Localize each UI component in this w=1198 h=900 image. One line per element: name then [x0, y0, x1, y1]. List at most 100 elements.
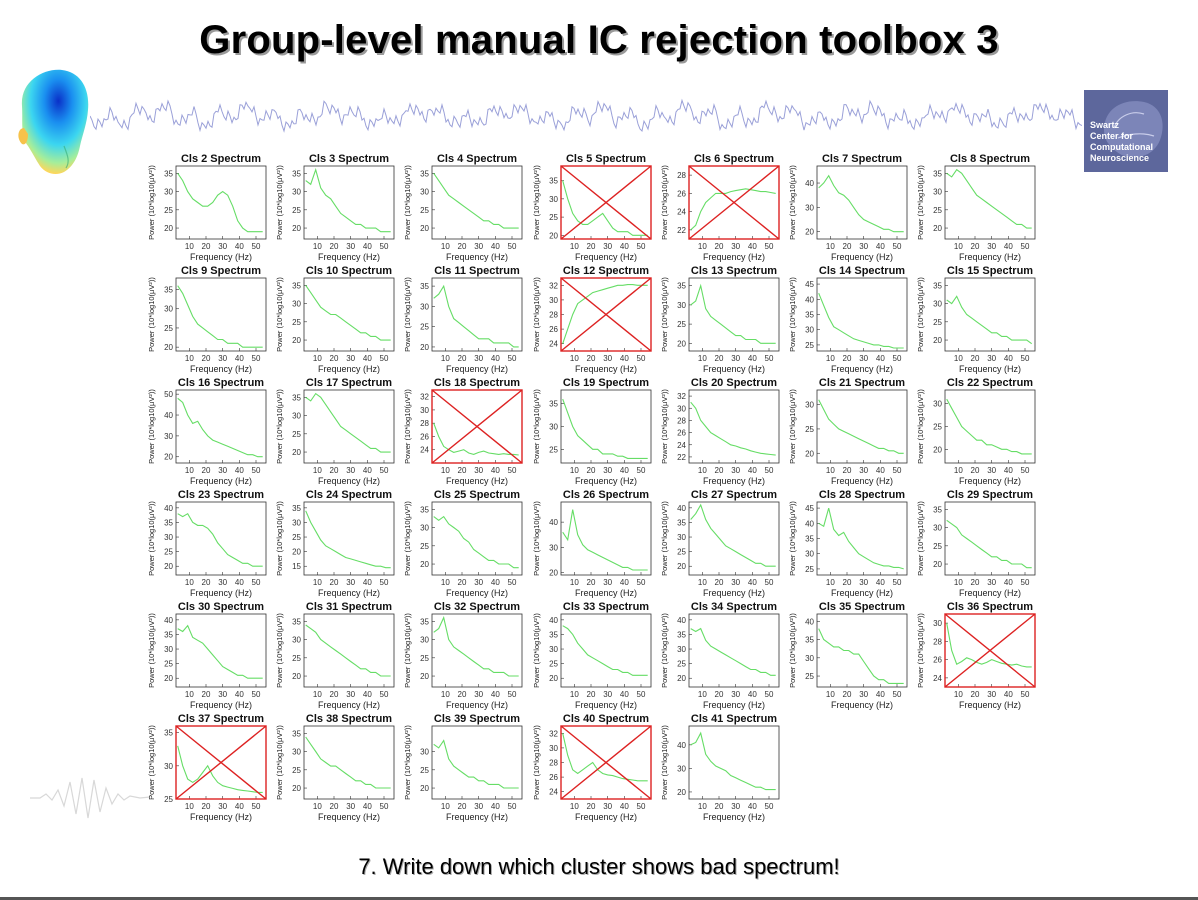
x-tick-label: 40 — [748, 466, 757, 475]
x-tick-label: 30 — [731, 354, 740, 363]
y-tick-label: 28 — [677, 416, 686, 425]
spectrum-curve — [946, 519, 1032, 569]
x-tick-label: 40 — [491, 802, 500, 811]
y-tick-label: 24 — [549, 788, 558, 797]
x-tick-label: 40 — [491, 242, 500, 251]
plot-frame — [175, 165, 267, 240]
plot-frame — [688, 725, 780, 800]
x-tick-label: 50 — [252, 578, 261, 587]
x-tick-label: 20 — [843, 578, 852, 587]
x-tick-label: 10 — [313, 578, 322, 587]
spectrum-curve — [433, 615, 519, 677]
plot-title: Cls 40 Spectrum — [563, 713, 649, 725]
logo-text: Swartz Center for Computational Neurosci… — [1090, 120, 1153, 163]
x-tick-label: 30 — [346, 690, 355, 699]
spectrum-plot: Cls 20 Spectrum 22 24 26 28 30 32 10 20 30 40 50Fre… — [660, 377, 780, 486]
x-tick-label: 30 — [859, 578, 868, 587]
y-axis-label: Power (10*log10(μV²)) — [660, 165, 669, 240]
y-tick-label: 26 — [420, 432, 429, 441]
x-tick-label: 30 — [218, 578, 227, 587]
x-axis-label: Frequency (Hz) — [959, 700, 1021, 710]
reject-frame — [175, 725, 267, 800]
x-tick-label: 20 — [202, 690, 211, 699]
y-tick-label: 30 — [805, 203, 814, 212]
y-tick-label: 25 — [292, 533, 301, 542]
x-axis-label: Frequency (Hz) — [318, 700, 380, 710]
x-axis-label: Frequency (Hz) — [190, 812, 252, 822]
spectrum-curve — [305, 510, 391, 569]
x-tick-label: 40 — [491, 690, 500, 699]
x-tick-label: 40 — [491, 466, 500, 475]
y-tick-label: 30 — [549, 195, 558, 204]
x-tick-label: 50 — [252, 354, 261, 363]
spectrum-plot: Cls 26 Spectrum 20 30 40 10 20 30 40 50Frequency… — [532, 489, 652, 598]
y-tick-label: 20 — [933, 445, 942, 454]
y-tick-label: 20 — [549, 568, 558, 577]
plot-title: Cls 21 Spectrum — [819, 377, 905, 389]
y-axis-label: Power (10*log10(μV²)) — [275, 725, 284, 800]
y-tick-label: 20 — [805, 449, 814, 458]
y-axis-label: Power (10*log10(μV²)) — [532, 277, 541, 352]
x-tick-label: 20 — [587, 802, 596, 811]
y-tick-label: 26 — [549, 325, 558, 334]
x-tick-label: 30 — [987, 690, 996, 699]
spectrum-curve — [433, 172, 519, 229]
x-tick-label: 20 — [587, 466, 596, 475]
x-tick-label: 10 — [954, 690, 963, 699]
y-tick-label: 30 — [933, 400, 942, 409]
y-tick-label: 35 — [549, 177, 558, 186]
x-tick-label: 30 — [731, 802, 740, 811]
y-tick-label: 26 — [677, 189, 686, 198]
y-tick-label: 30 — [805, 654, 814, 663]
x-axis-label: Frequency (Hz) — [318, 476, 380, 486]
x-tick-label: 30 — [603, 354, 612, 363]
y-tick-label: 35 — [933, 505, 942, 514]
x-tick-label: 20 — [971, 578, 980, 587]
plot-title: Cls 24 Spectrum — [306, 489, 392, 501]
x-tick-label: 20 — [458, 466, 467, 475]
y-tick-label: 20 — [292, 784, 301, 793]
y-tick-label: 35 — [292, 504, 301, 513]
x-tick-label: 10 — [185, 242, 194, 251]
x-tick-label: 40 — [1004, 578, 1013, 587]
y-axis-label: Power (10*log10(μV²)) — [147, 613, 156, 688]
spectrum-plot: Cls 5 Spectrum 20 25 30 35 10 20 30 40 50Frequenc… — [532, 153, 652, 262]
x-tick-label: 50 — [637, 354, 646, 363]
plot-frame — [175, 277, 267, 352]
y-tick-label: 20 — [549, 674, 558, 683]
spectrum-plot: Cls 28 Spectrum 25 30 35 40 45 10 20 30 40 50Frequ… — [788, 489, 908, 598]
x-axis-label: Frequency (Hz) — [831, 252, 893, 262]
y-axis-label: Power (10*log10(μV²)) — [532, 725, 541, 800]
reject-frame — [431, 389, 523, 464]
x-tick-label: 50 — [637, 466, 646, 475]
slide-title: Group-level manual IC rejection toolbox … — [199, 18, 999, 62]
x-axis-label: Frequency (Hz) — [190, 364, 252, 374]
spectrum-curve — [305, 167, 391, 233]
x-tick-label: 20 — [715, 242, 724, 251]
x-tick-label: 50 — [893, 578, 902, 587]
plot-frame — [688, 501, 780, 576]
x-tick-label: 10 — [185, 466, 194, 475]
x-axis-label: Frequency (Hz) — [575, 252, 637, 262]
x-axis-label: Frequency (Hz) — [446, 364, 508, 374]
spectrum-curve — [818, 628, 904, 684]
y-tick-label: 20 — [805, 228, 814, 237]
y-axis-label: Power (10*log10(μV²)) — [403, 501, 412, 576]
y-tick-label: 28 — [549, 311, 558, 320]
spectrum-plot: Cls 22 Spectrum 20 25 30 10 20 30 40 50Frequency… — [916, 377, 1036, 486]
plot-frame — [816, 165, 908, 240]
y-axis-label: Power (10*log10(μV²)) — [916, 613, 925, 688]
y-tick-label: 25 — [805, 341, 814, 350]
x-axis-label: Frequency (Hz) — [575, 476, 637, 486]
x-tick-label: 40 — [235, 578, 244, 587]
x-tick-label: 30 — [987, 242, 996, 251]
y-tick-label: 35 — [292, 281, 301, 290]
x-tick-label: 20 — [458, 690, 467, 699]
y-axis-label: Power (10*log10(μV²)) — [403, 613, 412, 688]
x-tick-label: 50 — [893, 466, 902, 475]
plot-title: Cls 16 Spectrum — [178, 377, 264, 389]
y-tick-label: 30 — [164, 432, 173, 441]
x-tick-label: 30 — [474, 242, 483, 251]
plot-title: Cls 28 Spectrum — [819, 489, 905, 501]
x-tick-label: 50 — [893, 354, 902, 363]
